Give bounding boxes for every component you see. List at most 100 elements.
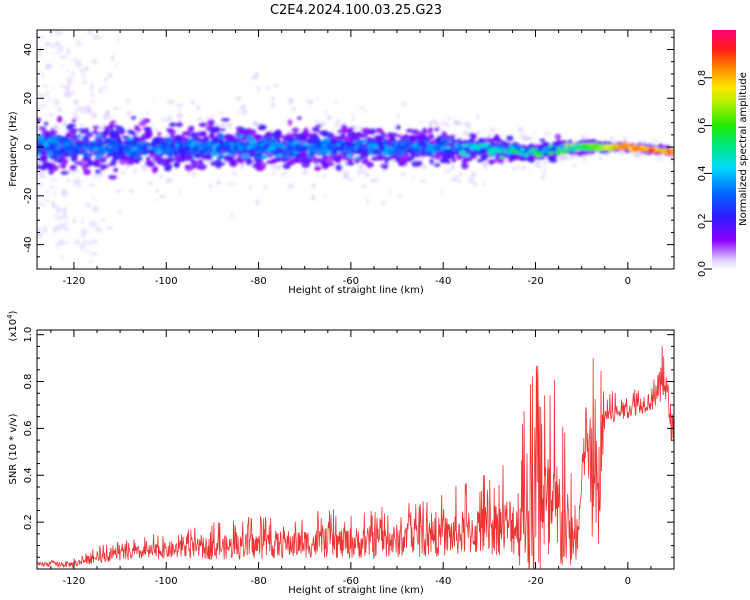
spectral-speck — [462, 130, 468, 136]
spectral-speck — [239, 104, 246, 110]
spectral-speck — [521, 164, 525, 171]
spectral-speck — [542, 170, 546, 176]
spectral-speck — [40, 93, 45, 99]
spectral-blob — [92, 125, 100, 129]
spectral-speck — [65, 214, 69, 223]
spectral-speck — [38, 181, 43, 187]
spectrogram-ylabel: Frequency (Hz) — [8, 111, 19, 187]
spectral-blob — [285, 133, 292, 138]
spectral-line — [620, 142, 628, 147]
spectral-speck — [421, 164, 427, 171]
spectral-blob — [83, 169, 91, 176]
spectral-blob — [396, 124, 401, 130]
spectral-core — [107, 152, 113, 157]
spectral-speck — [125, 165, 129, 169]
spectral-blob — [190, 131, 196, 138]
spectral-speck — [307, 99, 314, 105]
spectral-speck — [142, 169, 148, 172]
snr-series-line — [37, 346, 674, 569]
spectral-speck — [609, 137, 615, 141]
spectral-core — [166, 153, 172, 156]
spectral-core — [90, 140, 99, 145]
spectral-speck — [53, 124, 59, 131]
spectral-speck — [265, 86, 271, 90]
spectral-blob — [301, 161, 311, 169]
spectral-speck — [38, 104, 45, 107]
snr-ticks: -120 -100 -80 -60 -40 -20 0 0.2 0.4 0.6 0.8 1.0 — [23, 327, 675, 587]
spectral-blob — [164, 157, 171, 164]
spectral-blob — [355, 131, 363, 138]
spectrogram-ticks: -120 -100 -80 -60 -40 -20 0 -40 -20 0 20 40 — [23, 30, 675, 287]
spectral-blob — [215, 158, 222, 164]
spectral-core — [520, 148, 525, 152]
spectral-speck — [500, 132, 503, 137]
spectral-core — [52, 149, 57, 154]
spectral-line — [625, 144, 630, 149]
spectral-speck — [159, 174, 163, 179]
colorbar-tick-label: 0.0 — [697, 261, 708, 277]
spectral-core — [188, 148, 195, 152]
spectral-core — [410, 154, 415, 160]
spectral-blob — [434, 163, 441, 168]
spectral-core — [74, 145, 82, 149]
spectral-speck — [85, 104, 91, 110]
spectral-core — [334, 146, 339, 151]
spectral-core — [74, 151, 81, 155]
spectral-core — [395, 153, 403, 157]
spectrogram-panel: -120 -100 -80 -60 -40 -20 0 -40 -20 0 20 40 Height … — [8, 29, 675, 296]
spectral-blob — [243, 128, 250, 136]
spectral-speck — [324, 109, 328, 115]
spectral-core — [152, 137, 160, 142]
spectral-blob — [48, 169, 54, 175]
spectral-blob — [60, 163, 66, 169]
spectral-core — [403, 138, 410, 143]
spectral-core — [325, 145, 332, 150]
spectral-speck — [280, 174, 286, 177]
snr-y-multiplier: (x104) — [6, 310, 19, 341]
spectral-core — [287, 138, 294, 143]
spectral-blob — [427, 133, 435, 140]
snr-background — [37, 330, 674, 569]
spectral-blob — [80, 131, 86, 135]
spectral-blob — [311, 133, 318, 140]
spectral-blob — [234, 159, 239, 163]
spectral-blob — [192, 164, 198, 169]
spectral-core — [234, 146, 240, 151]
spectral-speck — [49, 185, 56, 189]
spectral-blob — [115, 125, 124, 133]
spectral-speck — [79, 106, 88, 114]
spectral-core — [130, 141, 138, 146]
spectral-blob — [294, 157, 303, 164]
colorbar-gradient — [712, 30, 736, 269]
spectral-core — [276, 154, 283, 157]
spectral-core — [80, 141, 88, 144]
spectral-blob — [399, 158, 405, 163]
spectral-core — [325, 150, 333, 155]
spectral-speck — [113, 107, 119, 111]
spectral-speck — [37, 197, 41, 200]
spectral-speck — [445, 121, 450, 128]
spectral-blob — [130, 116, 137, 120]
spectral-blob — [127, 129, 135, 134]
spectral-speck — [528, 170, 532, 173]
colorbar-label: Normalized spectral amplitude — [738, 72, 749, 226]
spectral-speck — [190, 99, 196, 106]
spectral-speck — [47, 98, 52, 102]
spectral-blob — [291, 127, 300, 132]
spectral-speck — [102, 86, 108, 89]
spectral-speck — [520, 133, 528, 139]
spectral-blob — [60, 170, 69, 175]
spectral-speck — [102, 114, 107, 121]
spectral-core — [136, 144, 144, 147]
spectral-core — [94, 153, 101, 159]
spectral-core — [346, 153, 353, 158]
spectral-speck — [90, 82, 95, 89]
spectral-speck — [225, 122, 233, 128]
spectral-core — [107, 148, 116, 152]
spectral-speck — [146, 111, 149, 116]
spectral-core — [383, 138, 388, 142]
spectral-speck — [543, 166, 547, 170]
spectral-speck — [504, 158, 509, 161]
spectral-blob — [37, 117, 42, 122]
spectral-speck — [84, 250, 92, 253]
